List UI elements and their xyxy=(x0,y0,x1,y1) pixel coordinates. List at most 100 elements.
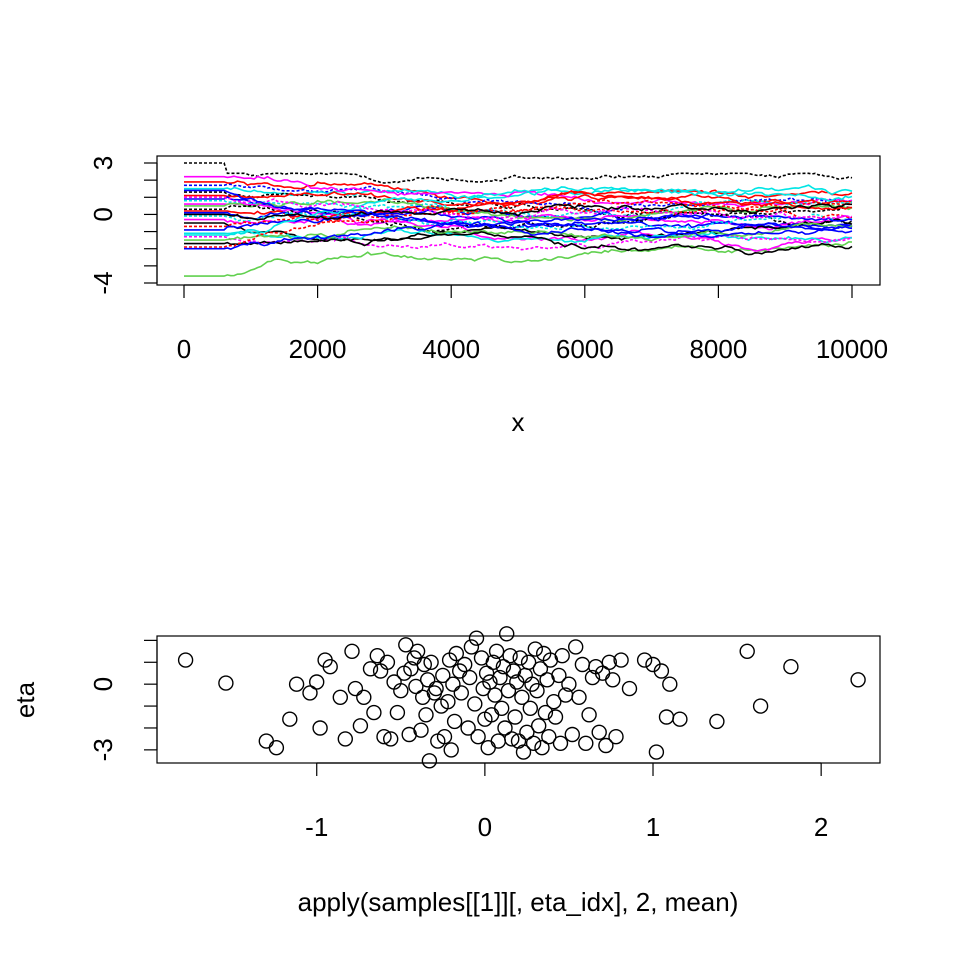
scatter-point xyxy=(428,680,444,697)
scatter-point xyxy=(783,659,799,675)
scatter-point xyxy=(408,678,424,695)
x-tick-label: 10000 xyxy=(816,334,888,364)
scatter-point xyxy=(547,709,564,725)
scatter-point xyxy=(487,687,503,703)
scatter-point xyxy=(467,696,483,712)
scatter-point xyxy=(519,724,535,740)
scatter-point xyxy=(709,713,725,730)
scatter-point xyxy=(621,680,638,697)
trace-y-axis: -4 0 3 xyxy=(88,156,158,295)
scatter-plot: -1 0 1 2 -3 0 apply(samples[[1]][, eta_idx],… xyxy=(10,626,881,917)
scatter-point xyxy=(423,654,439,670)
trace-line xyxy=(184,189,853,219)
trace-line xyxy=(184,231,853,256)
scatter-point xyxy=(258,733,274,749)
trace-line xyxy=(184,183,853,214)
scatter-point xyxy=(344,643,360,659)
x-tick-label: 2000 xyxy=(289,334,347,364)
scatter-point xyxy=(446,713,463,730)
scatter-points xyxy=(177,626,866,769)
scatter-point xyxy=(376,729,392,745)
scatter-point xyxy=(752,698,769,714)
scatter-point xyxy=(362,661,379,677)
scatter-point xyxy=(490,733,506,749)
scatter-point xyxy=(421,753,438,769)
y-tick-label: -3 xyxy=(88,738,118,761)
scatter-point xyxy=(337,731,353,747)
scatter-point xyxy=(527,641,543,657)
x-tick-label: 8000 xyxy=(689,334,747,364)
scatter-x-axis: -1 0 1 2 xyxy=(305,762,828,842)
x-tick-label: 1 xyxy=(646,812,660,842)
scatter-point xyxy=(598,737,614,754)
x-tick-label: -1 xyxy=(305,812,328,842)
scatter-point xyxy=(564,726,580,743)
scatter-point xyxy=(369,648,385,664)
scatter-point xyxy=(653,663,670,679)
trace-line xyxy=(184,241,853,277)
scatter-plot-frame xyxy=(156,635,881,764)
scatter-point xyxy=(601,654,617,670)
scatter-point xyxy=(288,676,305,692)
trace-plot: 0 2000 4000 6000 8000 10000 -4 0 3 x xyxy=(88,155,888,437)
scatter-point xyxy=(552,735,569,751)
x-tick-label: 0 xyxy=(478,812,492,842)
scatter-point xyxy=(581,707,597,723)
scatter-point xyxy=(453,685,469,701)
scatter-point xyxy=(613,652,629,668)
trace-line xyxy=(184,199,853,248)
scatter-point xyxy=(356,689,372,705)
scatter-point xyxy=(372,663,389,679)
scatter-point xyxy=(480,740,496,756)
scatter-point xyxy=(322,659,338,675)
scatter-point xyxy=(507,709,523,725)
scatter-point xyxy=(409,643,426,659)
scatter-point xyxy=(268,740,285,756)
scatter-point xyxy=(463,639,480,655)
scatter-point xyxy=(352,718,369,734)
x-tick-label: 4000 xyxy=(422,334,480,364)
scatter-point xyxy=(525,735,542,751)
scatter-point xyxy=(379,654,396,670)
scatter-point xyxy=(420,672,436,688)
scatter-point xyxy=(648,744,665,760)
trace-line xyxy=(184,203,852,221)
trace-line xyxy=(184,162,853,184)
scatter-point xyxy=(462,669,478,686)
scatter-point xyxy=(177,652,194,668)
scatter-point xyxy=(312,720,328,736)
scatter-y-axis: -3 0 xyxy=(88,639,158,761)
x-tick-label: 6000 xyxy=(556,334,614,364)
scatter-point xyxy=(482,674,498,690)
trace-line xyxy=(184,175,853,208)
scatter-point xyxy=(568,639,584,655)
scatter-point xyxy=(366,704,382,721)
scatter-point xyxy=(504,731,520,747)
scatter-point xyxy=(383,731,399,747)
scatter-point xyxy=(584,669,601,686)
scatter-point xyxy=(445,676,461,692)
scatter-point xyxy=(492,669,508,686)
scatter-point xyxy=(502,648,518,664)
trace-lines xyxy=(184,162,853,277)
trace-line xyxy=(184,189,853,239)
scatter-y-label: eta xyxy=(10,681,40,718)
y-tick-label: 0 xyxy=(88,207,118,221)
scatter-point xyxy=(435,667,451,684)
scatter-point xyxy=(850,672,866,688)
scatter-point xyxy=(413,722,429,738)
scatter-point xyxy=(332,689,348,705)
scatter-point xyxy=(636,652,653,668)
scatter-point xyxy=(499,626,515,642)
trace-line xyxy=(184,186,853,237)
y-tick-label: 0 xyxy=(88,677,118,691)
y-tick-label: -4 xyxy=(88,271,118,294)
scatter-point xyxy=(522,700,538,716)
scatter-point xyxy=(662,676,678,692)
scatter-point xyxy=(551,667,567,684)
scatter-point xyxy=(494,700,510,716)
scatter-point xyxy=(440,694,456,710)
scatter-point xyxy=(485,654,501,670)
trace-x-axis: 0 2000 4000 6000 8000 10000 xyxy=(177,284,888,364)
